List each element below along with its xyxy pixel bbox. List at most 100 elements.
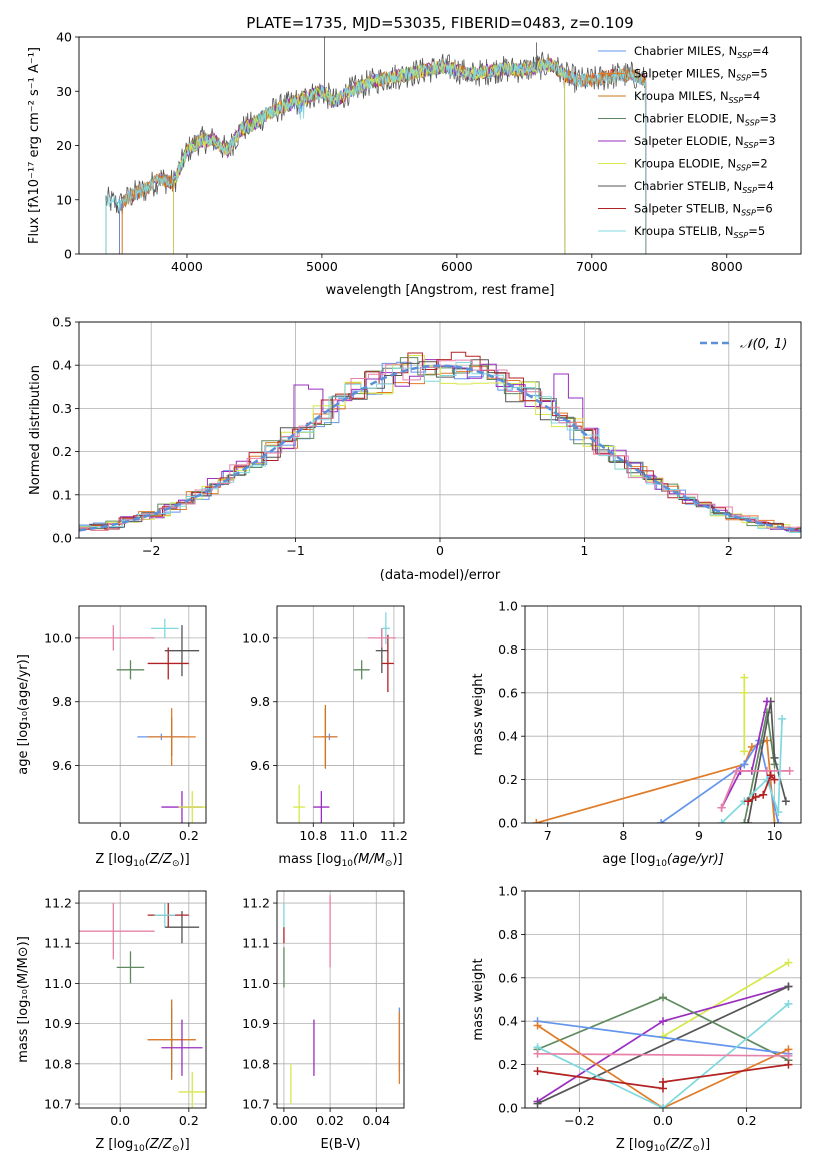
series-line — [537, 1052, 789, 1057]
errorbar-point — [381, 634, 394, 693]
series-marker — [740, 673, 749, 682]
y-tick-label: 11.0 — [44, 976, 72, 991]
legend-entry: Kroupa ELODIE, NSSP=2 — [634, 157, 768, 173]
residuals-frame — [78, 321, 802, 539]
series-marker — [784, 1051, 793, 1060]
y-tick-label: 10.0 — [44, 630, 72, 645]
series-marker — [717, 803, 726, 812]
x-tick-label: −0.2 — [564, 1113, 594, 1128]
errorbar-point — [178, 1071, 206, 1108]
y-tick-label: 10.7 — [242, 1096, 270, 1111]
y-tick-label: 20 — [56, 138, 72, 153]
mass-vs-EBV-points — [283, 895, 401, 1104]
series-line — [537, 1020, 789, 1055]
x-tick-label: 0.2 — [179, 828, 199, 843]
x-tick-label: 0.00 — [270, 1113, 298, 1128]
y-tick-label: 0.4 — [498, 1014, 518, 1029]
errorbar-point — [178, 791, 206, 823]
y-tick-label: 0.6 — [498, 685, 518, 700]
figure-title: PLATE=1735, MJD=53035, FIBERID=0483, z=0… — [246, 14, 633, 32]
y-tick-label: 10.8 — [242, 1056, 270, 1071]
y-tick-label: 0.5 — [52, 315, 72, 330]
y-tick-label: 0.0 — [498, 816, 518, 831]
x-tick-label: −2 — [142, 543, 160, 558]
x-tick-label: 0.0 — [110, 1113, 130, 1128]
legend-entry: Kroupa MILES, NSSP=4 — [634, 89, 760, 105]
errorbar-point — [147, 647, 189, 680]
spectrum-legend: Chabrier MILES, NSSP=4 Salpeter MILES, NS… — [598, 44, 776, 240]
y-axis-label: age [log₁₀(age/yr)] — [16, 654, 31, 775]
y-tick-label: 9.8 — [52, 694, 72, 709]
series-marker — [732, 766, 741, 775]
series-marker — [759, 790, 768, 799]
y-tick-label: 0 — [64, 247, 72, 262]
massweight-vs-Z-frame — [524, 890, 802, 1109]
series-marker — [532, 819, 541, 823]
gaussian-curve — [79, 364, 801, 532]
x-tick-label: 0.0 — [110, 828, 130, 843]
series-marker — [784, 958, 793, 967]
x-axis-label: Z [log10(Z/Z⊙)] — [95, 1137, 189, 1154]
errorbar-point — [79, 625, 155, 651]
x-tick-label: 7 — [544, 828, 552, 843]
y-tick-label: 9.6 — [52, 758, 72, 773]
y-tick-label: 1.0 — [498, 884, 518, 899]
y-tick-label: 11.0 — [242, 976, 270, 991]
x-axis-label: Z [log10(Z/Z⊙)] — [616, 1137, 710, 1154]
series-marker — [533, 1067, 542, 1076]
errorbar-point — [116, 660, 145, 680]
series-marker — [740, 688, 749, 697]
spectrum-frame — [78, 36, 802, 255]
x-tick-label: 0 — [436, 543, 444, 558]
age-vs-mass-points — [293, 612, 396, 823]
series-marker — [785, 766, 794, 775]
y-tick-label: 10.0 — [242, 630, 270, 645]
x-tick-label: 2 — [725, 543, 733, 558]
y-axis-label: Normed distribution — [28, 365, 43, 495]
series-marker — [766, 771, 775, 780]
y-tick-label: 0.8 — [498, 642, 518, 657]
x-tick-label: −1 — [286, 543, 304, 558]
series-marker — [762, 697, 771, 706]
x-tick-label: 10 — [767, 828, 783, 843]
x-axis-label: wavelength [Angstrom, rest frame] — [326, 283, 555, 298]
age-vs-Z-points — [79, 618, 206, 823]
legend-entry: Kroupa STELIB, NSSP=5 — [634, 224, 765, 240]
errorbar-point — [293, 784, 306, 823]
series-marker — [740, 819, 749, 823]
series-marker — [740, 760, 749, 769]
legend-entry: Chabrier STELIB, NSSP=4 — [634, 179, 774, 195]
residuals-axes: −2 −1 0 1 2 0.0 0.1 0.2 0.3 0.4 0.5 (data-model)/er… — [28, 315, 802, 583]
y-tick-label: 0.2 — [52, 444, 72, 459]
errorbar-point — [164, 911, 200, 944]
x-axis-label: (data-model)/error — [380, 568, 501, 583]
x-axis-label: E(B-V) — [320, 1137, 360, 1152]
errorbar-point — [367, 628, 396, 648]
series-marker — [774, 808, 783, 817]
mass-vs-Z-axes: 0.0 0.2 10.7 10.8 10.9 11.0 11.1 11.2 Z [log10(Z… — [16, 890, 207, 1154]
y-tick-label: 0.1 — [52, 487, 72, 502]
x-tick-label: 7000 — [576, 259, 608, 274]
series-marker — [744, 819, 753, 823]
errorbar-point — [353, 660, 370, 680]
errorbar-point — [161, 1019, 203, 1076]
y-tick-label: 0.2 — [498, 1057, 518, 1072]
legend-entry: Chabrier MILES, NSSP=4 — [634, 44, 769, 60]
series-line — [720, 770, 790, 809]
errorbar-point — [381, 612, 390, 645]
x-tick-label: 11.0 — [340, 828, 368, 843]
series-marker — [659, 993, 667, 1002]
x-tick-label: 0.04 — [362, 1113, 390, 1128]
x-tick-label: 1 — [580, 543, 588, 558]
x-tick-label: 0.2 — [179, 1113, 199, 1128]
x-tick-label: 8 — [619, 828, 627, 843]
y-tick-label: 0.8 — [498, 927, 518, 942]
series-marker — [744, 797, 753, 806]
x-tick-label: 6000 — [441, 259, 473, 274]
massweight-vs-Z-axes: −0.2 0.0 0.2 0.0 0.2 0.4 0.6 0.8 1.0 Z [log10(Z/Z… — [471, 884, 802, 1154]
y-tick-label: 0.3 — [52, 401, 72, 416]
x-axis-label: Z [log10(Z/Z⊙)] — [95, 852, 189, 869]
y-tick-label: 10 — [56, 192, 72, 207]
errorbar-point — [313, 791, 330, 823]
